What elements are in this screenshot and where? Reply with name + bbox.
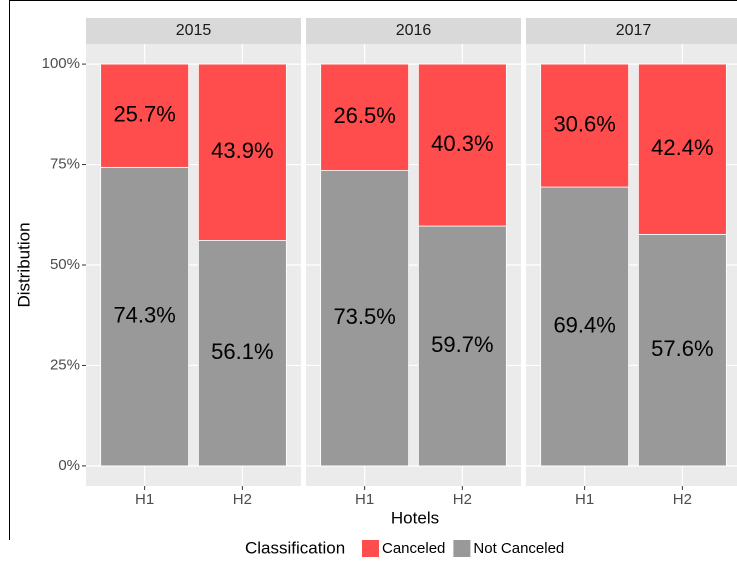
- bar-segment: [417, 225, 507, 467]
- facet-title: 2016: [396, 22, 432, 39]
- x-axis-title: Hotels: [391, 508, 439, 527]
- bar-segment: [637, 234, 727, 467]
- data-label: 59.7%: [431, 332, 493, 357]
- strip: [526, 18, 737, 44]
- data-label: 40.3%: [431, 131, 493, 156]
- data-label: 69.4%: [553, 312, 615, 337]
- bar-segment: [100, 166, 190, 467]
- data-label: 74.3%: [113, 302, 175, 327]
- bar-segment: [197, 240, 287, 467]
- y-tick-label: 0%: [58, 457, 80, 474]
- y-tick-label: 50%: [50, 256, 80, 273]
- facet-title: 2017: [616, 22, 652, 39]
- x-tick-label: H2: [453, 491, 472, 508]
- data-label: 56.1%: [211, 339, 273, 364]
- legend-title: Classification: [245, 538, 345, 557]
- bar-segment: [320, 63, 410, 171]
- legend-swatch: [453, 540, 471, 557]
- facet-title: 2015: [176, 22, 212, 39]
- x-tick-label: H1: [355, 491, 374, 508]
- bar-segment: [540, 186, 630, 467]
- y-tick-label: 75%: [50, 156, 80, 173]
- bar-segment: [540, 63, 630, 188]
- y-tick-label: 25%: [50, 356, 80, 373]
- data-label: 43.9%: [211, 138, 273, 163]
- x-tick-label: H2: [233, 491, 252, 508]
- bar-segment: [100, 63, 190, 168]
- bar-segment: [320, 170, 410, 467]
- data-label: 42.4%: [651, 135, 713, 160]
- y-axis-title: Distribution: [14, 222, 33, 307]
- legend-label: Canceled: [382, 540, 445, 557]
- data-label: 73.5%: [333, 304, 395, 329]
- x-tick-label: H1: [135, 491, 154, 508]
- legend-swatch: [362, 540, 379, 557]
- data-label: 30.6%: [553, 111, 615, 136]
- y-tick-label: 100%: [42, 55, 80, 72]
- strip: [306, 18, 521, 44]
- x-tick-label: H1: [575, 491, 594, 508]
- bar-segment: [417, 63, 507, 227]
- x-tick-label: H2: [673, 491, 692, 508]
- legend-label: Not Canceled: [473, 540, 564, 557]
- data-label: 25.7%: [113, 102, 175, 127]
- data-label: 57.6%: [651, 336, 713, 361]
- bar-segment: [637, 63, 727, 235]
- bar-segment: [197, 63, 287, 241]
- strip: [86, 18, 301, 44]
- data-label: 26.5%: [333, 103, 395, 128]
